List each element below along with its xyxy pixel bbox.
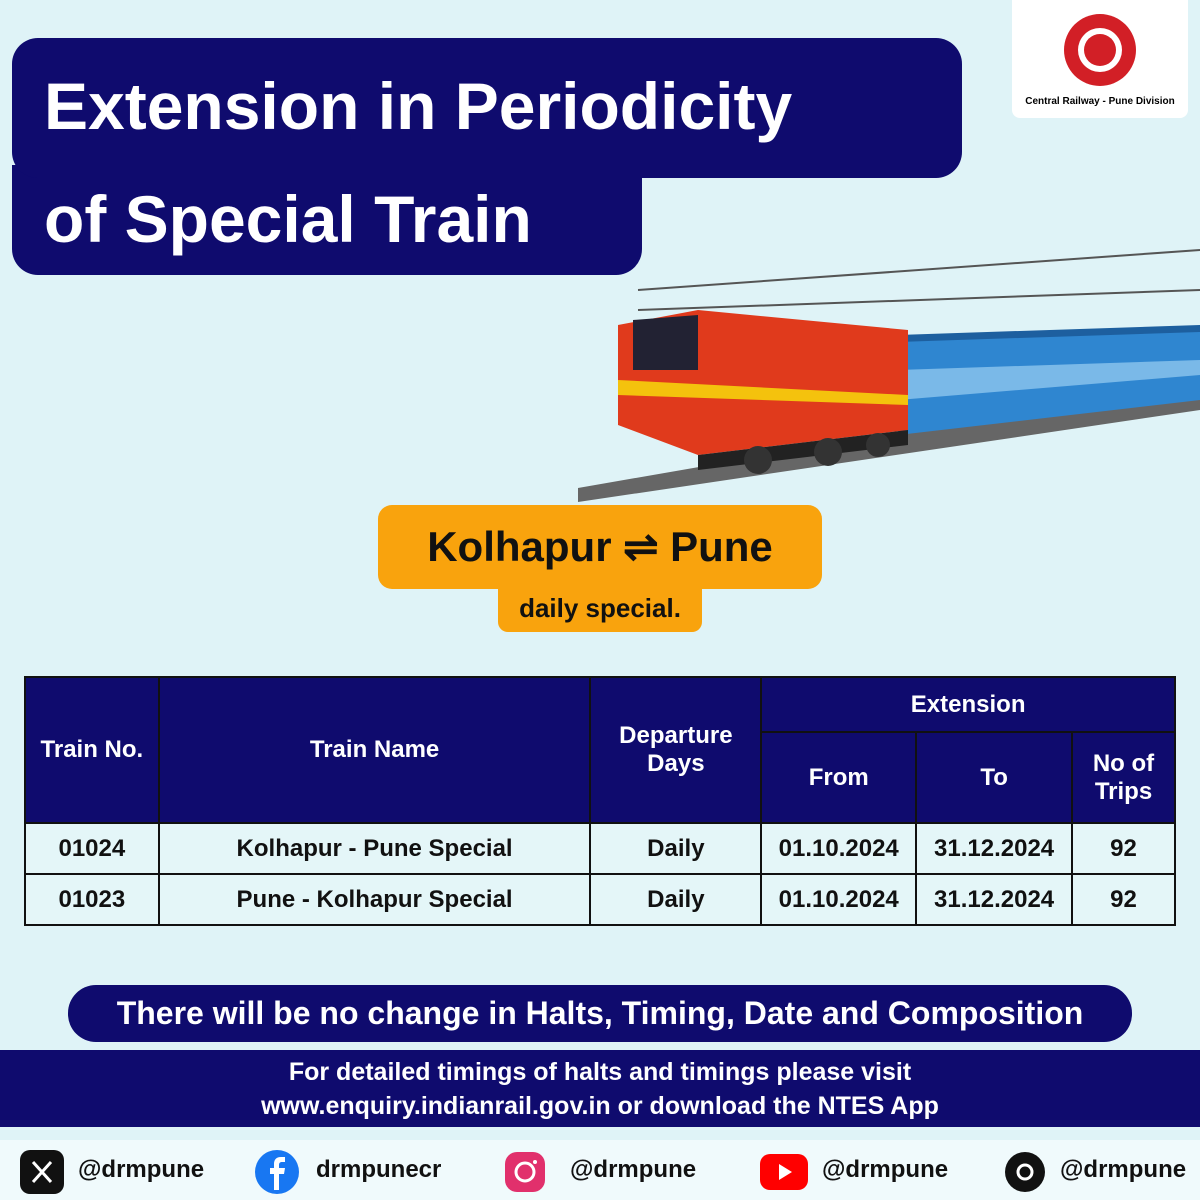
footer-line: www.enquiry.indianrail.gov.in or downloa… — [261, 1092, 939, 1120]
title-line: of Special Train — [12, 165, 642, 275]
table-cell: Daily — [589, 822, 763, 875]
threads-icon — [1005, 1152, 1045, 1192]
youtube-icon — [760, 1154, 808, 1190]
header-cell: Train Name — [157, 676, 592, 824]
facebook-icon — [255, 1150, 299, 1194]
route-subtitle: daily special. — [498, 586, 702, 632]
table-row: 01023 Pune - Kolhapur Special Daily 01.10.2… — [24, 873, 1176, 926]
header-cell: From — [760, 731, 918, 824]
footer-line: For detailed timings of halts and timing… — [288, 1058, 912, 1086]
header-cell: No of Trips — [1071, 731, 1176, 824]
table-cell: Pune - Kolhapur Special — [157, 873, 592, 926]
notice: There will be no change in Halts, Timing… — [68, 985, 1132, 1042]
header-cell: To — [915, 731, 1074, 824]
table-cell: Daily — [589, 873, 763, 926]
header-cell: Train No. — [24, 676, 160, 824]
social-handle: @drmpune — [570, 1156, 697, 1183]
table-cell: 01024 — [24, 822, 160, 875]
social-bar: @drmpune drmpunecr @drmpune @drmpune @dr… — [0, 1140, 1200, 1200]
footer: For detailed timings of halts and timing… — [0, 1050, 1200, 1127]
social-handle: drmpunecr — [316, 1156, 442, 1183]
logo-emblem — [1064, 14, 1136, 86]
header-cell: Extension — [760, 676, 1176, 733]
table-cell: 31.12.2024 — [915, 822, 1074, 875]
table-cell: 01.10.2024 — [760, 822, 918, 875]
social-handle: @drmpune — [822, 1156, 949, 1183]
table-cell: 01023 — [24, 873, 160, 926]
logo: Central Railway - Pune Division — [1012, 0, 1188, 118]
header-cell: Departure Days — [589, 676, 763, 824]
instagram-icon — [505, 1152, 545, 1192]
logo-caption: Central Railway - Pune Division — [1025, 96, 1175, 107]
train-table: Train No. Train Name Departure Days Exte… — [24, 676, 1176, 926]
table-cell: 92 — [1071, 822, 1176, 875]
route-name: Kolhapur ⇌ Pune — [378, 505, 822, 589]
table-cell: 92 — [1071, 873, 1176, 926]
table-body: 01024 Kolhapur - Pune Special Daily 01.10.2… — [24, 822, 1176, 926]
title-line: Extension in Periodicity — [12, 38, 962, 178]
table-cell: Kolhapur - Pune Special — [157, 822, 592, 875]
table-cell: 01.10.2024 — [760, 873, 918, 926]
social-handle: @drmpune — [78, 1156, 205, 1183]
table-cell: 31.12.2024 — [915, 873, 1074, 926]
train-illustration — [578, 249, 1200, 502]
table-row: 01024 Kolhapur - Pune Special Daily 01.10.2… — [24, 822, 1176, 875]
x-icon — [20, 1150, 64, 1194]
social-handle: @drmpune — [1060, 1156, 1187, 1183]
